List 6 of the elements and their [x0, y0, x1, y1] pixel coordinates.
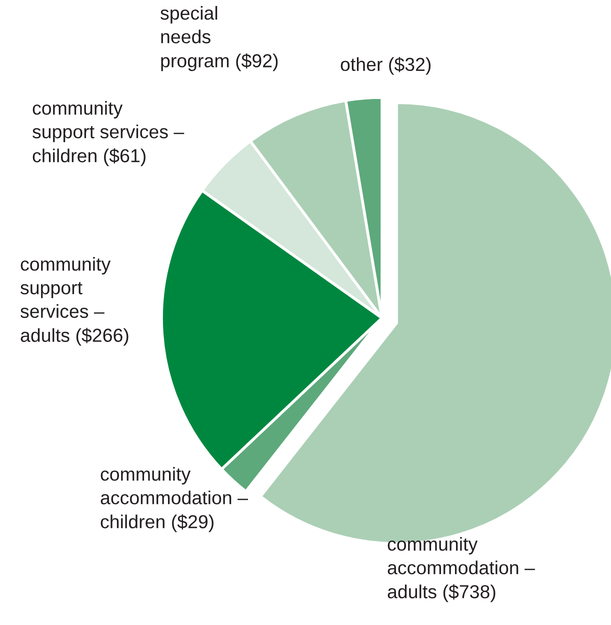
slice-label: special needs program ($92): [160, 6, 278, 72]
slice-label: community accommodation – adults ($738): [388, 537, 535, 602]
slice-label: community support services – adults ($266): [20, 257, 128, 346]
slice-label: community accommodation – children ($29): [100, 467, 248, 532]
slice-label: community support services – children ($61): [32, 101, 184, 166]
slice-label: other ($32): [340, 56, 431, 75]
